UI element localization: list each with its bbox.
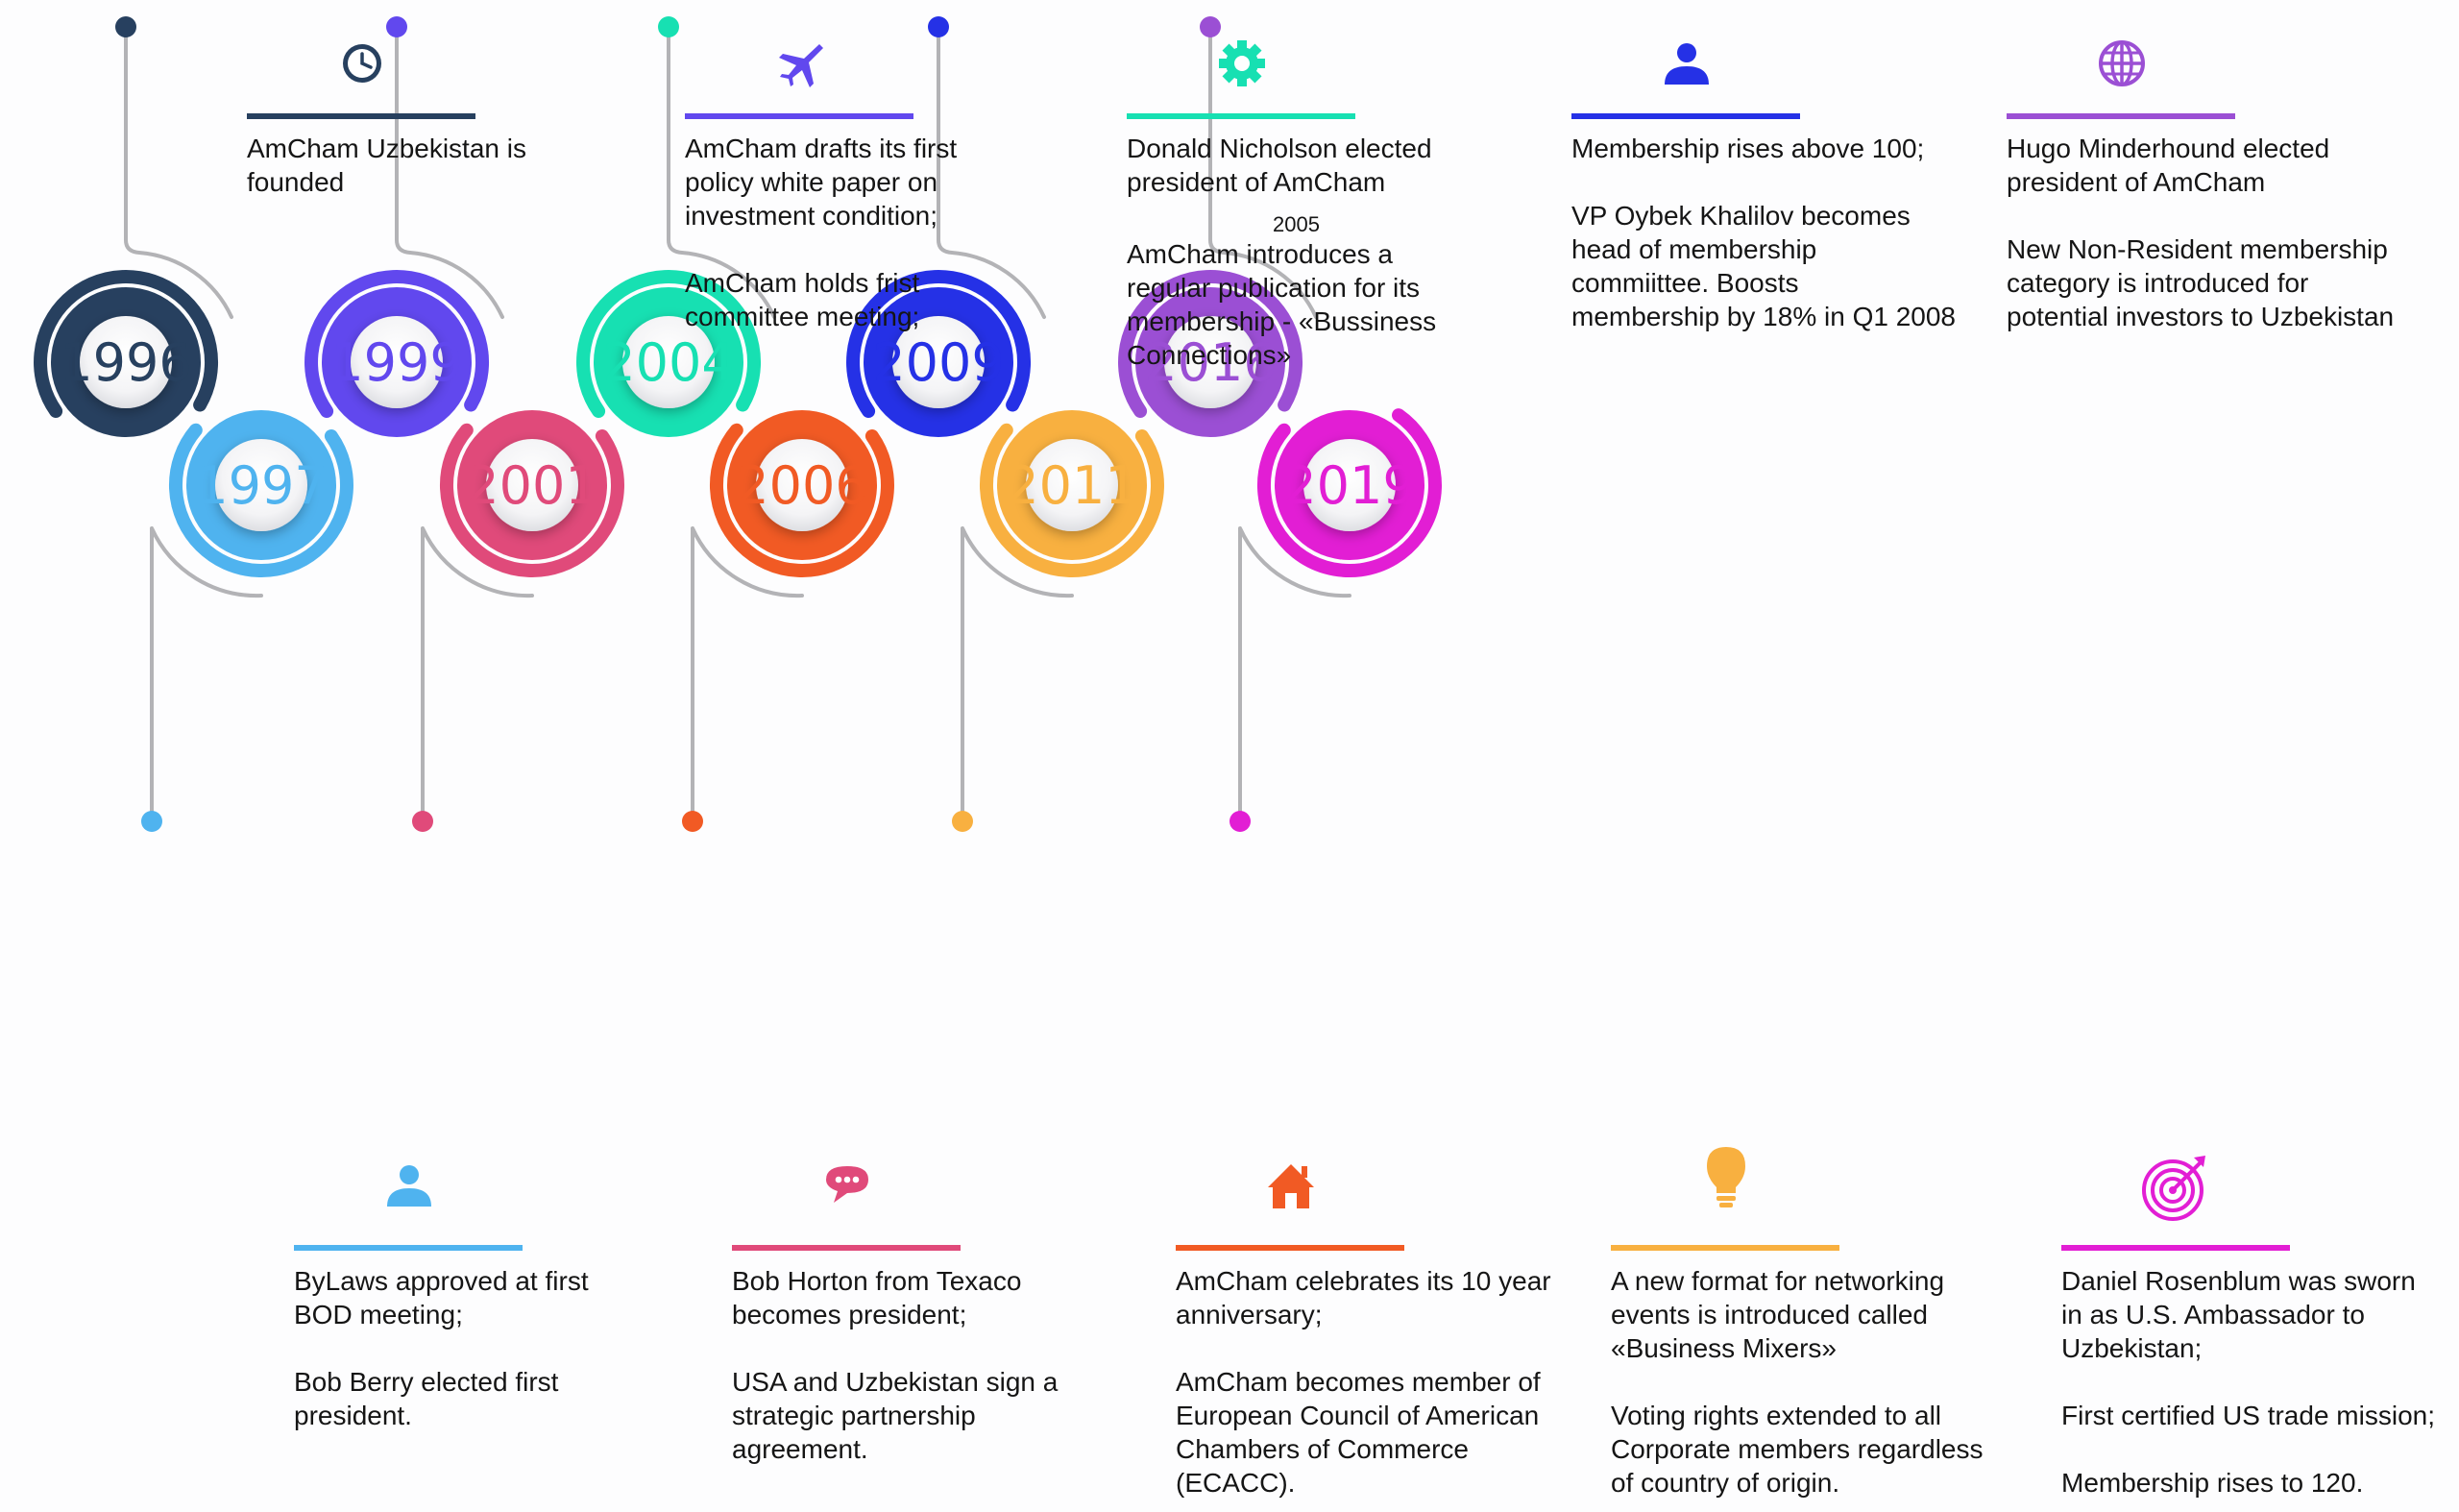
outer-ring-1996 [34,269,219,418]
timeline-dot-1997 [141,811,162,832]
year-badge-2006 [756,439,848,531]
milestone-paragraph: AmCham introduces a regular publication … [1127,239,1437,370]
year-badge-2004 [622,316,715,408]
milestone-paragraph: Daniel Rosenblum was sworn in as U.S. Am… [2061,1266,2416,1363]
connector-1999 [395,24,504,319]
milestone-note-2004: Donald Nicholson elected president of Am… [1127,132,1549,372]
note-bar-2011 [1611,1245,1839,1251]
note-bar-2001 [732,1245,961,1251]
note-bar-1999 [685,113,913,119]
outer-ring-1997 [168,423,353,578]
milestone-paragraph: Hugo Minderhound elected president of Am… [2007,134,2330,197]
timeline-dot-2011 [952,811,973,832]
milestone-paragraph: Membership rises above 100; [1571,134,1925,163]
milestone-paragraph: First certified US trade mission; [2061,1401,2435,1430]
year-label-2009: 2009 [872,332,1004,393]
connector-1996 [124,24,233,319]
clock-icon [343,44,381,83]
note-bar-2019 [2061,1245,2290,1251]
sub-year-label: 2005 [1273,212,1320,236]
year-badge-2019 [1303,439,1396,531]
year-label-2011: 2011 [1006,455,1137,516]
milestone-paragraph: AmCham Uzbekistan is founded [247,134,526,197]
year-label-1999: 1999 [330,332,462,393]
home-icon [1268,1164,1314,1208]
milestone-note-2011: A new format for networking events is in… [1611,1264,2033,1500]
timeline-dot-2006 [682,811,703,832]
timeline-dot-1996 [115,16,136,37]
outer-ring-2001 [439,423,624,578]
year-badge-2001 [486,439,578,531]
milestone-note-1997: ByLaws approved at first BOD meeting; Bob… [294,1264,717,1432]
outer-ring-2011 [979,423,1164,578]
target-icon [2142,1156,2205,1221]
note-bar-2016 [2007,113,2235,119]
connector-2016 [1208,24,1318,319]
note-bar-2004 [1127,113,1355,119]
connector-2004 [667,24,776,319]
milestone-paragraph: Donald Nicholson elected president of Am… [1127,134,1432,197]
timeline-dot-1999 [386,16,407,37]
outer-ring-1999 [304,269,490,418]
milestone-paragraph: Voting rights extended to all Corporate … [1611,1401,1984,1498]
year-badge-2016 [1164,316,1256,408]
timeline-dot-2009 [928,16,949,37]
milestone-note-2009: Membership rises above 100; VP Oybek Khal… [1571,132,1994,333]
milestone-note-2019: Daniel Rosenblum was sworn in as U.S. Am… [2061,1264,2459,1500]
note-bar-1996 [247,113,475,119]
year-badge-1999 [351,316,443,408]
year-badge-2011 [1026,439,1118,531]
milestone-note-1996: AmCham Uzbekistan is founded [247,132,670,199]
milestone-note-1999: AmCham drafts its first policy white pap… [685,132,1108,333]
gear-icon [1219,40,1265,86]
connector-2009 [937,24,1046,319]
timeline-dot-2019 [1230,811,1251,832]
milestone-paragraph: VP Oybek Khalilov becomes head of member… [1571,201,1956,331]
note-bar-1997 [294,1245,523,1251]
milestone-paragraph: AmCham becomes member of European Counci… [1176,1367,1541,1498]
year-badge-1997 [215,439,307,531]
user-icon [1665,43,1709,85]
year-badge-1996 [80,316,172,408]
year-label-1997: 1997 [195,455,327,516]
user-icon [387,1165,431,1207]
year-label-1996: 1996 [60,332,191,393]
milestone-paragraph: ByLaws approved at first BOD meeting; [294,1266,589,1329]
milestone-paragraph: AmCham drafts its first policy white pap… [685,134,958,231]
outer-ring-2019 [1256,408,1442,578]
year-label-2019: 2019 [1283,455,1415,516]
timeline-dot-2001 [412,811,433,832]
lightbulb-icon [1707,1147,1745,1207]
outer-ring-2016 [1118,269,1303,418]
outer-ring-2006 [709,423,894,578]
note-bar-2006 [1176,1245,1404,1251]
outer-ring-2009 [846,269,1032,418]
airplane-icon [779,44,823,87]
timeline-dot-2004 [658,16,679,37]
year-label-2016: 2016 [1144,332,1276,393]
milestone-paragraph: Bob Berry elected first president. [294,1367,559,1430]
note-bar-2009 [1571,113,1800,119]
timeline-dot-2016 [1200,16,1221,37]
milestone-paragraph: USA and Uzbekistan sign a strategic part… [732,1367,1059,1464]
milestone-paragraph: AmCham celebrates its 10 year anniversar… [1176,1266,1551,1329]
milestone-note-2016: Hugo Minderhound elected president of Am… [2007,132,2429,333]
year-label-2004: 2004 [602,332,734,393]
milestone-note-2001: Bob Horton from Texaco becomes president… [732,1264,1155,1466]
milestone-note-2006: AmCham celebrates its 10 year anniversar… [1176,1264,1598,1500]
milestone-paragraph: New Non-Resident membership category is … [2007,234,2395,331]
milestone-paragraph: Bob Horton from Texaco becomes president… [732,1266,1022,1329]
chat-bubble-icon [826,1166,868,1203]
milestone-paragraph: Membership rises to 120. [2061,1468,2364,1498]
outer-ring-2004 [576,269,762,418]
year-badge-2009 [892,316,985,408]
year-label-2001: 2001 [466,455,597,516]
year-label-2006: 2006 [736,455,867,516]
globe-icon [2099,40,2145,86]
milestone-paragraph: AmCham holds frist committee meeting; [685,268,920,331]
milestone-paragraph: A new format for networking events is in… [1611,1266,1945,1363]
